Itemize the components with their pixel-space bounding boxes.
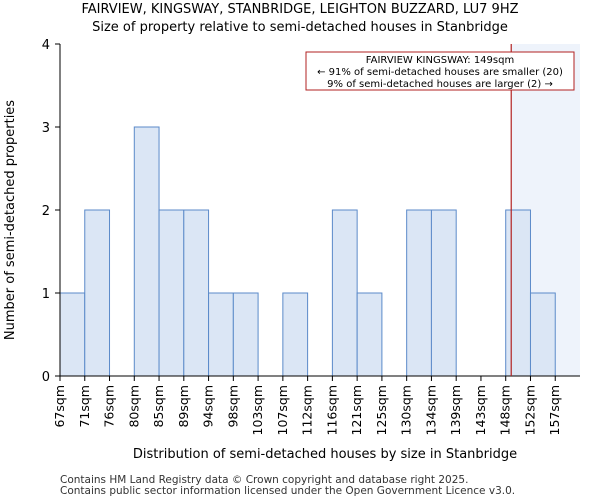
bar-107sqm [282, 292, 309, 377]
x-tick-label-76sqm: 76sqm [102, 385, 117, 428]
x-tick-label-116sqm: 116sqm [324, 385, 339, 435]
x-tick-label-98sqm: 98sqm [225, 385, 240, 428]
annotation-box [305, 51, 575, 91]
y-tick-label-3: 3 [42, 121, 50, 136]
x-tick-label-143sqm: 143sqm [473, 385, 488, 435]
bar-98sqm [232, 292, 259, 377]
y-tick-label-1: 1 [42, 287, 50, 302]
x-tick-label-94sqm: 94sqm [201, 385, 216, 428]
y-tick-label-2: 2 [42, 204, 50, 219]
annotation-line-3: 9% of semi-detached houses are larger (2… [327, 79, 553, 90]
x-tick-label-85sqm: 85sqm [151, 385, 166, 428]
y-tick-label-0: 0 [42, 370, 50, 385]
x-tick-label-134sqm: 134sqm [423, 385, 438, 435]
x-tick-label-125sqm: 125sqm [374, 385, 389, 435]
bar-121sqm [356, 292, 383, 377]
x-tick-label-130sqm: 130sqm [399, 385, 414, 435]
x-tick-label-107sqm: 107sqm [275, 385, 290, 435]
annotation-line-1: FAIRVIEW KINGSWAY: 149sqm [366, 55, 514, 66]
bar-94sqm [208, 292, 234, 377]
bar-130sqm [406, 209, 432, 377]
bar-85sqm [158, 209, 185, 377]
bar-67sqm [59, 292, 86, 377]
x-tick-label-121sqm: 121sqm [349, 385, 364, 435]
chart-title: FAIRVIEW, KINGSWAY, STANBRIDGE, LEIGHTON… [81, 2, 519, 17]
footer-line-1: Contains HM Land Registry data © Crown c… [60, 474, 469, 486]
annotation-line-2: ← 91% of semi-detached houses are smalle… [317, 67, 563, 78]
y-axis-label: Number of semi-detached properties [3, 100, 18, 340]
bar-116sqm [331, 209, 358, 377]
x-tick-label-152sqm: 152sqm [522, 385, 537, 435]
y-tick-label-4: 4 [42, 38, 50, 53]
bar-134sqm [430, 209, 457, 377]
bar-148sqm [505, 209, 531, 377]
x-tick-label-89sqm: 89sqm [176, 385, 191, 428]
x-tick-label-67sqm: 67sqm [52, 385, 67, 428]
bar-89sqm [183, 209, 210, 377]
footer-line-2: Contains public sector information licen… [60, 485, 516, 497]
bar-80sqm [133, 126, 160, 377]
chart-subtitle: Size of property relative to semi-detach… [92, 20, 508, 35]
bar-152sqm [529, 292, 556, 377]
x-tick-label-139sqm: 139sqm [448, 385, 463, 435]
x-tick-label-80sqm: 80sqm [126, 385, 141, 428]
x-axis-label: Distribution of semi-detached houses by … [133, 447, 517, 462]
x-tick-label-148sqm: 148sqm [498, 385, 513, 435]
x-tick-label-112sqm: 112sqm [300, 385, 315, 435]
bar-71sqm [84, 209, 111, 377]
x-tick-label-71sqm: 71sqm [77, 385, 92, 428]
x-tick-label-157sqm: 157sqm [547, 385, 562, 435]
x-tick-label-103sqm: 103sqm [250, 385, 265, 435]
